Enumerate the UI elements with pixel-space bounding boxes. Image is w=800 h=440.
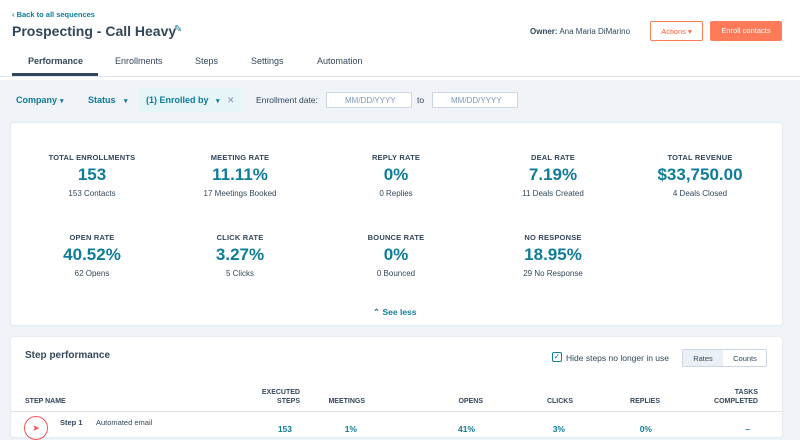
- metric-label: OPEN RATE: [69, 233, 115, 242]
- tab[interactable]: Settings: [251, 56, 284, 66]
- metric-value: 11.11%: [212, 165, 268, 184]
- actions-text: Actions: [661, 27, 686, 36]
- see-less-text: See less: [382, 307, 417, 317]
- see-less[interactable]: ⌃ See less: [373, 307, 417, 317]
- active-tab-underline: [12, 73, 98, 76]
- owner-name: Ana Maria DiMarino: [559, 27, 631, 36]
- filter[interactable]: (1) Enrolled by: [146, 95, 209, 105]
- metric-label: CLICK RATE: [216, 233, 264, 242]
- metric-sub: 0 Replies: [379, 189, 413, 198]
- dropdown-caret[interactable]: ▾: [60, 98, 64, 105]
- metric-value: 153: [77, 165, 107, 184]
- actions-button[interactable]: Actions ▾: [650, 21, 703, 41]
- metric-label: DEAL RATE: [530, 153, 576, 162]
- metric-label: BOUNCE RATE: [367, 233, 425, 242]
- cell: 41%: [457, 424, 475, 434]
- cell: –: [745, 424, 750, 434]
- column-header[interactable]: MEETINGS: [328, 398, 365, 405]
- step-icon: ➤: [24, 416, 48, 440]
- tab[interactable]: Automation: [317, 56, 363, 66]
- column-header[interactable]: REPLIES: [630, 398, 660, 405]
- column-header[interactable]: CLICKS: [546, 398, 573, 405]
- step-name: Step 1: [60, 418, 83, 427]
- metric-value: 3.27%: [215, 245, 265, 264]
- steps-title: Step performance: [25, 350, 111, 361]
- date-to: to: [417, 95, 425, 105]
- metric-value: $33,750.00: [657, 165, 743, 184]
- cell: 153: [277, 424, 292, 434]
- back-link[interactable]: ‹ Back to all sequences: [12, 10, 95, 19]
- tab[interactable]: Performance: [28, 56, 84, 66]
- enroll-button[interactable]: Enroll contacts: [710, 21, 782, 41]
- column-header[interactable]: STEP NAME: [25, 398, 66, 405]
- tab-divider: [0, 76, 800, 77]
- metric-value: 0%: [383, 245, 409, 264]
- date-from[interactable]: MM/DD/YYYY: [326, 92, 412, 108]
- metric-label: MEETING RATE: [210, 153, 270, 162]
- dropdown-caret[interactable]: ▾: [124, 98, 128, 105]
- metric-sub: 62 Opens: [74, 269, 110, 278]
- active-filter-bg: [138, 88, 241, 112]
- filter[interactable]: Status: [88, 95, 116, 105]
- metric-value: 7.19%: [528, 165, 578, 184]
- row-divider: [11, 411, 782, 412]
- metric-value: 18.95%: [524, 245, 582, 264]
- toggle-rates[interactable]: Rates: [683, 350, 723, 366]
- metric-label: TOTAL ENROLLMENTS: [48, 153, 136, 162]
- checkbox[interactable]: ✓: [552, 352, 562, 362]
- metrics-card: [11, 123, 782, 325]
- column-header[interactable]: TASKS COMPLETED: [714, 389, 758, 405]
- tab[interactable]: Steps: [195, 56, 219, 66]
- filter[interactable]: Company: [16, 95, 58, 105]
- metric-sub: 17 Meetings Booked: [203, 189, 277, 198]
- edit-icon[interactable]: ✎: [174, 24, 183, 35]
- metric-label: REPLY RATE: [371, 153, 421, 162]
- metric-sub: 5 Clicks: [225, 269, 254, 278]
- metric-value: 40.52%: [63, 245, 121, 264]
- dropdown-caret[interactable]: ▾: [216, 98, 220, 105]
- hide-label: Hide steps no longer in use: [566, 353, 670, 363]
- metric-sub: 0 Bounced: [376, 269, 416, 278]
- owner-label: Owner:: [530, 27, 558, 36]
- step-type: Automated email: [96, 418, 153, 427]
- metric-label: NO RESPONSE: [524, 233, 582, 242]
- metric-sub: 4 Deals Closed: [672, 189, 728, 198]
- clear-filter[interactable]: ✕: [227, 95, 235, 105]
- tab[interactable]: Enrollments: [115, 56, 163, 66]
- cell: 1%: [344, 424, 357, 434]
- steps-card: [11, 337, 782, 437]
- column-header[interactable]: EXECUTED STEPS: [261, 389, 300, 405]
- metric-sub: 29 No Response: [523, 269, 583, 278]
- back-text: Back to all sequences: [16, 10, 95, 19]
- column-header[interactable]: OPENS: [458, 398, 483, 405]
- metric-label: TOTAL REVENUE: [667, 153, 733, 162]
- cell: 3%: [552, 424, 565, 434]
- metric-sub: 153 Contacts: [68, 189, 116, 198]
- date-label: Enrollment date:: [256, 95, 318, 105]
- metric-value: 0%: [383, 165, 409, 184]
- title: Prospecting - Call Heavy: [12, 23, 177, 39]
- owner: Owner: Ana Maria DiMarino: [530, 27, 630, 36]
- cell: 0%: [639, 424, 652, 434]
- toggle-counts[interactable]: Counts: [733, 354, 757, 363]
- metric-sub: 11 Deals Created: [522, 189, 584, 198]
- date-to-input[interactable]: MM/DD/YYYY: [432, 92, 518, 108]
